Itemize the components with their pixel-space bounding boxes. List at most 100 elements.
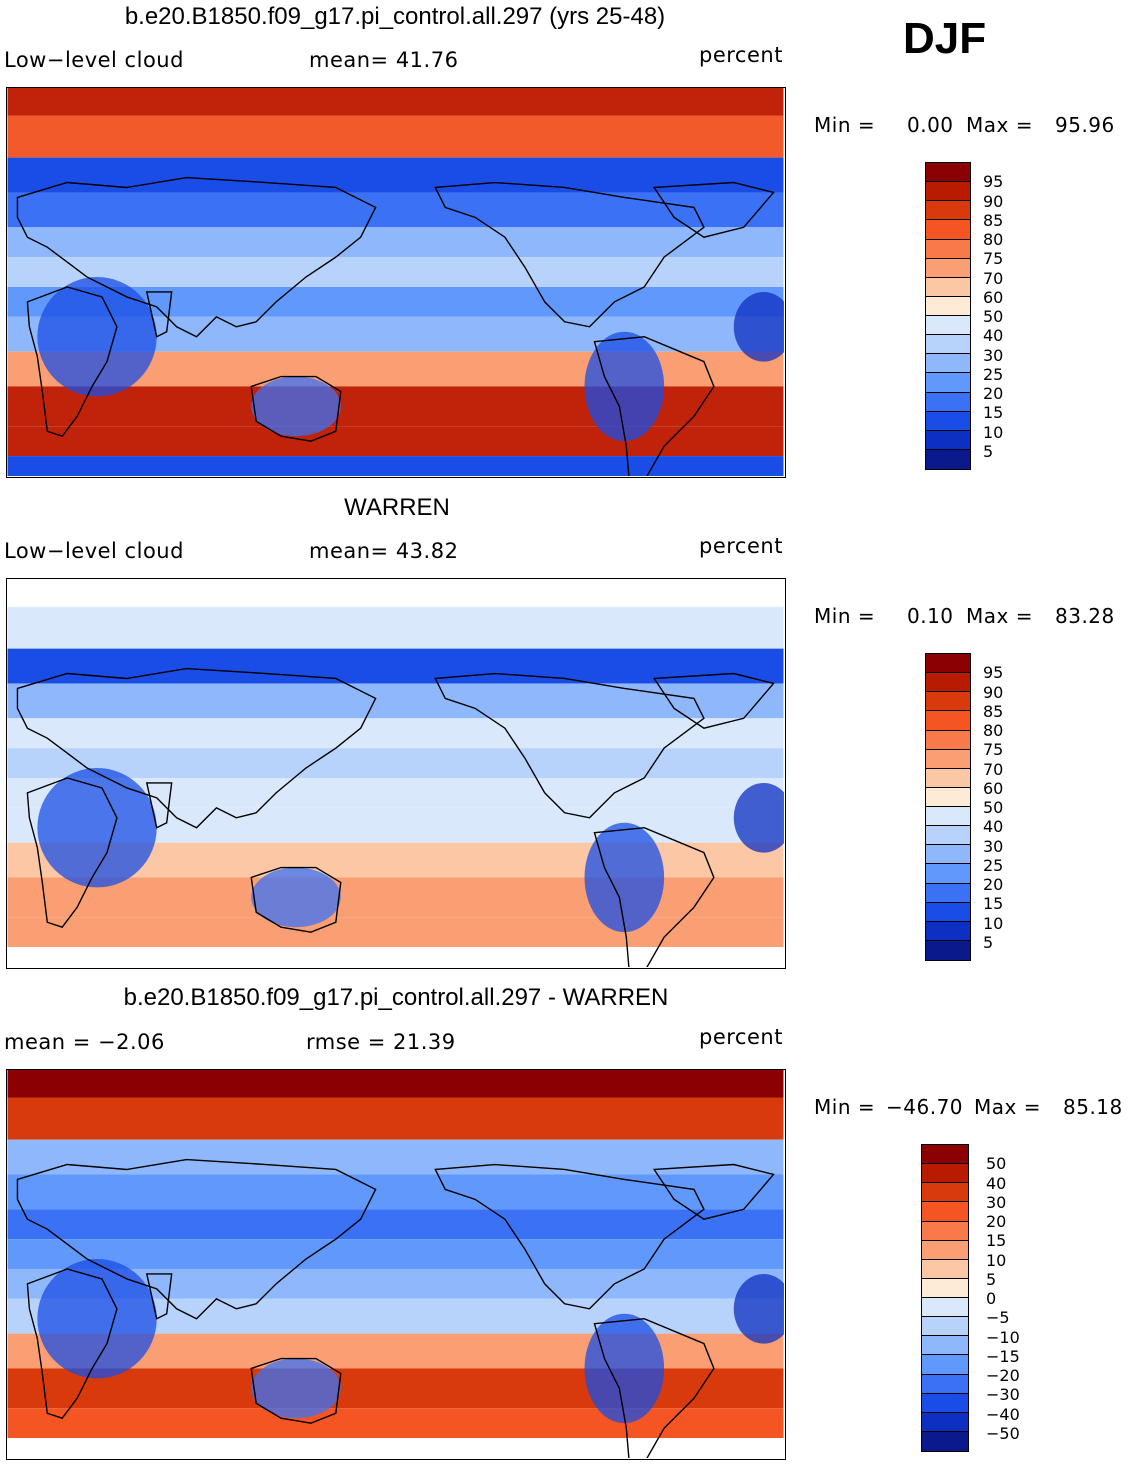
colorbar-tick-label: 30 <box>983 345 1004 365</box>
colorbar-swatch <box>926 921 970 941</box>
coastline <box>26 286 118 438</box>
map-panel <box>6 578 786 969</box>
colorbar-swatch <box>922 1278 968 1298</box>
coastline <box>16 176 377 338</box>
min-value: 0.00 <box>907 113 954 137</box>
colorbar-tick-label: 25 <box>983 855 1004 875</box>
field-band <box>7 606 784 649</box>
colorbar-swatch <box>926 258 970 278</box>
field-band <box>7 426 784 457</box>
colorbar-swatch <box>926 354 970 374</box>
colorbar-tick-label: 85 <box>983 701 1004 721</box>
colorbar-swatch <box>922 1298 968 1318</box>
colorbar-swatch <box>926 201 970 221</box>
colorbar-tick-label: 50 <box>986 1154 1007 1174</box>
panel-title: WARREN <box>344 494 450 521</box>
coastline <box>145 291 173 338</box>
field-band <box>7 1408 784 1439</box>
colorbar-swatch <box>922 1164 968 1184</box>
colorbar-tick-label: 10 <box>983 422 1004 442</box>
field-band <box>7 115 784 158</box>
colorbar-swatch <box>926 220 970 240</box>
colorbar-tick-label: 90 <box>983 682 1004 702</box>
contour-map <box>7 88 784 476</box>
variable-label: Low−level cloud <box>4 539 184 563</box>
max-label: Max = <box>966 113 1033 137</box>
colorbar-swatch <box>926 692 970 712</box>
colorbar-tick-label: −10 <box>986 1327 1020 1347</box>
colorbar-swatch <box>926 902 970 922</box>
colorbar-swatch <box>926 430 970 450</box>
max-label: Max = <box>974 1095 1041 1119</box>
colorbar-tick-label: −5 <box>986 1308 1010 1328</box>
field-band <box>7 718 784 749</box>
field-region <box>37 1259 157 1379</box>
colorbar-tick-label: 70 <box>983 759 1004 779</box>
field-band <box>7 257 784 287</box>
colorbar-swatch <box>922 1412 968 1432</box>
field-region <box>251 867 341 928</box>
colorbar-tick-label: −15 <box>986 1346 1020 1366</box>
colorbar-tick-label: 90 <box>983 191 1004 211</box>
map-panel <box>6 87 786 478</box>
field-band <box>7 157 784 193</box>
field-band <box>7 683 784 719</box>
colorbar-swatch <box>922 1374 968 1394</box>
coastline <box>26 777 118 929</box>
colorbar-tick-label: 95 <box>983 663 1004 683</box>
colorbar <box>925 162 971 470</box>
colorbar-swatch <box>922 1221 968 1241</box>
colorbar-swatch <box>926 392 970 412</box>
colorbar-tick-label: 50 <box>983 798 1004 817</box>
field-region <box>733 782 784 853</box>
colorbar-swatch <box>922 1431 968 1451</box>
colorbar-tick-label: 15 <box>983 894 1004 914</box>
coastline <box>16 1158 377 1320</box>
min-label: Min = <box>814 1095 876 1119</box>
colorbar-tick-label: 15 <box>986 1231 1007 1251</box>
colorbar-tick-label: 50 <box>983 307 1004 326</box>
field-band <box>7 1139 784 1175</box>
colorbar-tick-label: −20 <box>986 1366 1020 1385</box>
coastline <box>593 1318 715 1458</box>
colorbar-tick-label: 95 <box>983 172 1004 192</box>
colorbar-tick-label: 40 <box>983 326 1004 346</box>
field-region <box>251 1358 341 1419</box>
min-value: −46.70 <box>886 1095 964 1119</box>
coastline <box>652 672 775 729</box>
colorbar-swatch <box>926 787 970 807</box>
colorbar-swatch <box>926 730 970 750</box>
coastline <box>434 181 705 328</box>
colorbar-tick-label: 40 <box>986 1173 1007 1193</box>
field-region <box>584 331 665 442</box>
colorbar-tick-label: 25 <box>983 364 1004 384</box>
colorbar-tick-label: −40 <box>986 1404 1020 1424</box>
colorbar-tick-label: 85 <box>983 210 1004 230</box>
field-band <box>7 1239 784 1269</box>
colorbar-swatch <box>926 711 970 731</box>
season-label: DJF <box>903 14 987 63</box>
field-band <box>7 579 784 607</box>
colorbar-swatch <box>922 1145 968 1165</box>
colorbar-swatch <box>926 277 970 297</box>
colorbar-tick-label: 10 <box>983 913 1004 933</box>
variable-label: Low−level cloud <box>4 48 184 72</box>
colorbar-swatch <box>926 864 970 884</box>
field-band <box>7 88 784 116</box>
min-label: Min = <box>814 604 876 628</box>
colorbar-swatch <box>926 826 970 846</box>
coastline <box>250 375 342 442</box>
rmse-label: rmse = 21.39 <box>306 1030 456 1054</box>
coastline <box>434 1163 705 1310</box>
units-label: percent <box>699 43 783 67</box>
field-band <box>7 1209 784 1240</box>
coastline <box>593 827 715 967</box>
colorbar-swatch <box>922 1259 968 1279</box>
coastline <box>593 336 715 476</box>
field-band <box>7 1438 784 1458</box>
colorbar-tick-label: 30 <box>983 836 1004 856</box>
max-value: 85.18 <box>1063 1095 1123 1119</box>
field-band <box>7 1174 784 1210</box>
colorbar-swatch <box>922 1202 968 1222</box>
colorbar-swatch <box>926 411 970 431</box>
